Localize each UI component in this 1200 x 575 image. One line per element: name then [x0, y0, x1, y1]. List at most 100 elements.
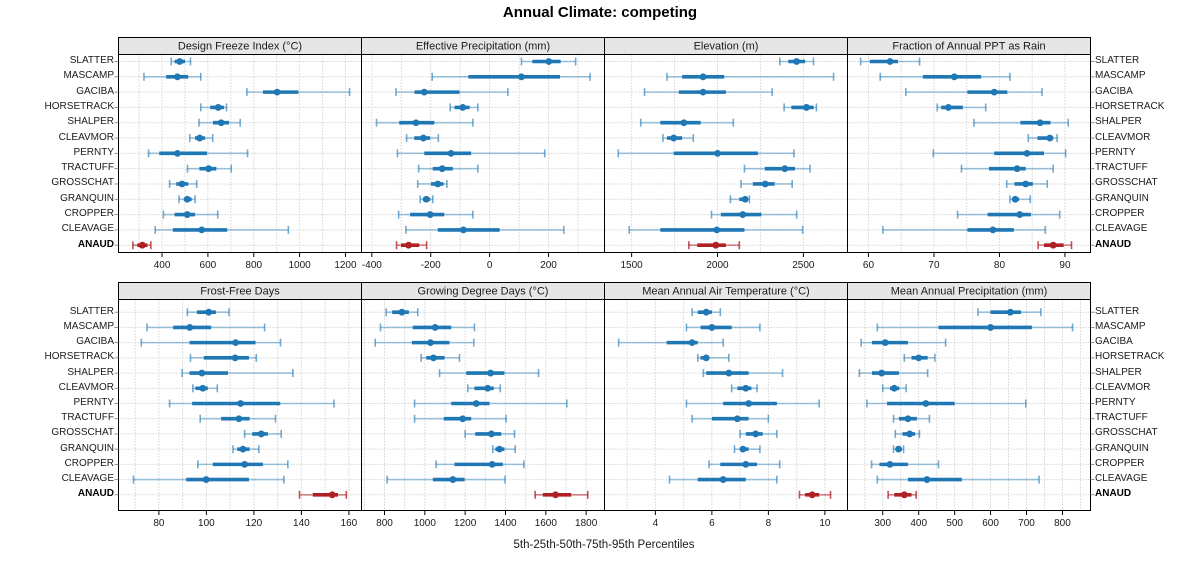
x-tick-label: 8 [766, 518, 772, 529]
series-slatter [859, 57, 921, 66]
site-label-right-slatter: SLATTER [1095, 55, 1140, 66]
series-horsetrack [903, 353, 936, 362]
site-label-left-pernty: PERNTY [73, 146, 114, 158]
series-cleavage [882, 225, 1047, 234]
series-cleavmor [662, 134, 695, 143]
site-label-left-cropper: CROPPER [64, 208, 114, 220]
x-tick-label: 80 [153, 518, 165, 529]
series-cleavmor [192, 384, 219, 393]
series-granquin [178, 195, 196, 204]
series-horsetrack [189, 353, 258, 362]
site-label-right-pernty: PERNTY [1095, 397, 1136, 408]
site-label-right-pernty: PERNTY [1095, 146, 1136, 158]
x-axis: 80 100 120 140 160 [114, 311, 358, 529]
site-label-right-cleavmor: CLEAVMOR [1095, 131, 1151, 143]
series-granquin [232, 445, 260, 454]
series-horsetrack [199, 103, 228, 112]
x-tick-label: 300 [874, 518, 891, 529]
series-cropper [956, 210, 1061, 219]
x-tick-label: 1200 [334, 260, 357, 271]
series-gaciba [246, 88, 351, 97]
series-grosschat [1005, 179, 1049, 188]
x-tick-label: 700 [1018, 518, 1035, 529]
series-cropper [435, 460, 525, 469]
site-label-left-cleavage: CLEAVAGE [61, 223, 114, 235]
gridlines [848, 300, 1090, 510]
series-horsetrack [696, 353, 730, 362]
series-shalper [639, 118, 735, 127]
panel-title: Mean Annual Air Temperature (°C) [642, 286, 809, 298]
panel-fraction-of-annual-ppt-as-rain: Fraction of Annual PPT as Rain 60 70 80 90 [847, 37, 1095, 271]
series-shalper [198, 118, 242, 127]
panel-title: Design Freeze Index (°C) [178, 41, 302, 53]
series-pernty [685, 399, 821, 408]
series-slatter [385, 308, 419, 317]
site-label-left-tractuff: TRACTUFF [61, 412, 114, 424]
panel-mean-annual-precipitation-mm: Mean Annual Precipitation (mm) 300 400 500 6… [847, 282, 1095, 529]
x-tick-label: 6 [709, 518, 715, 529]
series-gaciba [904, 88, 1043, 97]
x-axis-caption: 5th-25th-50th-75th-95th Percentiles [513, 539, 695, 551]
x-tick-label: 4 [653, 518, 659, 529]
series-gaciba [374, 338, 475, 347]
x-tick-label: 2000 [706, 260, 729, 271]
series-cleavage [876, 475, 1040, 484]
series-granquin [729, 195, 751, 204]
x-tick-label: 400 [910, 518, 927, 529]
x-axis: -400 -200 0 200 [362, 252, 557, 271]
series-gaciba [617, 338, 724, 347]
x-tick-label: 160 [341, 518, 358, 529]
series-gaciba [860, 338, 947, 347]
series-horsetrack [936, 103, 987, 112]
series-cleavage [405, 225, 565, 234]
x-tick-label: 600 [982, 518, 999, 529]
site-label-right-tractuff: TRACTUFF [1095, 162, 1148, 174]
series-mascamp [431, 72, 591, 81]
x-axis: 1500 2000 2500 [621, 252, 815, 271]
series-anaud [132, 241, 152, 250]
x-tick-label: 90 [1059, 260, 1071, 271]
x-tick-label: 800 [245, 260, 262, 271]
series-grosschat [416, 179, 448, 188]
chart-title: Annual Climate: competing [502, 4, 698, 21]
site-label-left-slatter: SLATTER [69, 305, 114, 317]
series-cropper [708, 460, 781, 469]
series-mascamp [143, 72, 202, 81]
series-gaciba [395, 88, 509, 97]
x-tick-label: 1200 [454, 518, 477, 529]
x-tick-label: 1000 [414, 518, 437, 529]
series-slatter [170, 57, 192, 66]
series-grosschat [464, 429, 516, 438]
x-tick-label: 70 [928, 260, 940, 271]
series-cleavmor [881, 384, 907, 393]
site-label-right-grosschat: GROSSCHAT [1095, 427, 1158, 439]
x-tick-label: 60 [863, 260, 875, 271]
site-label-right-shalper: SHALPER [1095, 116, 1142, 128]
site-label-right-cropper: CROPPER [1095, 457, 1145, 469]
series-anaud [1037, 241, 1073, 250]
site-label-left-anaud: ANAUD [77, 488, 114, 500]
series-shalper [375, 118, 474, 127]
series-cropper [162, 210, 219, 219]
site-label-right-tractuff: TRACTUFF [1095, 412, 1148, 424]
series-cropper [870, 460, 940, 469]
series-slatter [520, 57, 577, 66]
x-axis: 60 70 80 90 [863, 61, 1095, 271]
x-tick-label: 800 [1054, 518, 1071, 529]
x-tick-label: -200 [421, 260, 441, 271]
panel-frost-free-days: Frost-Free Days 80 100 120 140 160 [114, 282, 362, 529]
site-label-left-grosschat: GROSSCHAT [51, 177, 114, 189]
series-slatter [977, 308, 1042, 317]
panel-design-freeze-index-c: Design Freeze Index (°C) 400 600 800 1000 120… [114, 37, 362, 271]
series-cleavmor [1027, 134, 1058, 143]
series-mascamp [685, 323, 761, 332]
series-slatter [186, 308, 230, 317]
x-tick-label: 120 [246, 518, 263, 529]
site-label-right-horsetrack: HORSETRACK [1095, 351, 1165, 363]
site-label-left-cleavmor: CLEAVMOR [58, 381, 114, 393]
series-grosschat [168, 179, 198, 188]
series-tractuff [743, 164, 811, 173]
x-tick-label: 10 [819, 518, 831, 529]
x-tick-label: 1800 [575, 518, 598, 529]
series-gaciba [643, 88, 773, 97]
